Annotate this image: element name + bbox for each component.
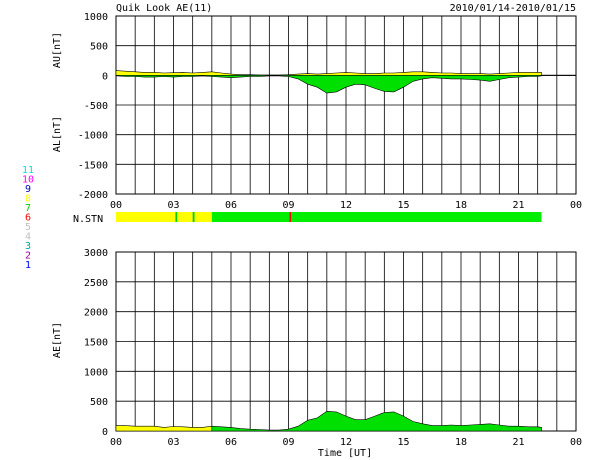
nstn-segment (194, 212, 212, 222)
au-al-y-tick-label: -2000 (78, 190, 108, 201)
nstn-segment (116, 212, 176, 222)
ae-y-tick-label: 2000 (84, 308, 108, 319)
au-al-panel: 1000 500 0 -500 -1000 -1500 -2000 00 03 06 09 12 15… (52, 12, 582, 211)
ae-y-tick-label: 500 (90, 397, 108, 408)
ae-y-tick-label: 0 (102, 427, 108, 438)
au-al-x-tick-label: 03 (167, 200, 179, 211)
station-legend-item: 9 (25, 184, 31, 195)
chart-title: Quik Look AE(11) (116, 3, 212, 14)
station-legend-item: 7 (25, 203, 31, 214)
ae-panel: 3000 2500 2000 1500 1000 500 0 00 03 06 09 12 15 18 2… (52, 248, 582, 459)
au-al-grid (115, 15, 577, 195)
date-range: 2010/01/14-2010/01/15 (450, 3, 576, 14)
nstn-label: N.STN (73, 214, 103, 225)
au-al-x-tick-label: 21 (512, 200, 524, 211)
ae-x-tick-label: 09 (282, 437, 294, 448)
nstn-segment (291, 212, 542, 222)
ae-x-tick-labels: 00 03 06 09 12 15 18 21 00 (110, 437, 582, 448)
ae-x-tick-label: 18 (455, 437, 467, 448)
nstn-segment (211, 212, 290, 222)
au-al-y-tick-label: -1000 (78, 131, 108, 142)
station-legend-item: 4 (25, 232, 31, 243)
station-legend-item: 3 (25, 241, 31, 252)
au-area (115, 70, 542, 76)
ae-grid (115, 251, 577, 432)
ae-x-tick-label: 03 (167, 437, 179, 448)
au-al-y-tick-label: 500 (90, 42, 108, 53)
ae-x-tick-label: 00 (110, 437, 122, 448)
au-al-x-tick-label: 00 (570, 200, 582, 211)
station-legend-item: 1 (25, 260, 31, 271)
nstn-segment (177, 212, 193, 222)
station-legend-item: 8 (25, 194, 31, 205)
nstn-segment (192, 212, 195, 222)
station-legend-item: 2 (25, 251, 31, 262)
au-al-x-tick-label: 09 (282, 200, 294, 211)
ae-x-tick-label: 15 (397, 437, 409, 448)
au-al-x-tick-labels: 00 03 06 09 12 15 18 21 00 (110, 200, 582, 211)
ae-y-tick-label: 3000 (84, 248, 108, 259)
ae-x-tick-label: 00 (570, 437, 582, 448)
nstn-segment (289, 212, 292, 222)
station-legend-item: 6 (25, 213, 31, 224)
nstn-bar (116, 212, 542, 222)
ae-y-tick-label: 2500 (84, 278, 108, 289)
station-legend-item: 5 (25, 222, 31, 233)
station-legend-item: 11 (22, 165, 34, 176)
ae-x-tick-label: 12 (340, 437, 352, 448)
ae-y-tick-label: 1000 (84, 367, 108, 378)
au-al-x-tick-label: 15 (397, 200, 409, 211)
au-al-y-tick-label: 1000 (84, 12, 108, 23)
au-al-y-tick-label: 0 (102, 71, 108, 82)
au-axis-label: AU[nT] (52, 32, 63, 68)
ae-area-early (115, 425, 213, 432)
au-al-x-tick-label: 06 (225, 200, 237, 211)
ae-axis-label: AE[nT] (52, 322, 63, 358)
au-al-y-tick-label: -1500 (78, 160, 108, 171)
ae-x-tick-label: 06 (225, 437, 237, 448)
au-al-x-tick-label: 12 (340, 200, 352, 211)
ae-x-tick-label: 21 (512, 437, 524, 448)
au-al-x-tick-label: 18 (455, 200, 467, 211)
station-legend-item: 10 (22, 175, 34, 186)
al-area (115, 75, 542, 94)
al-axis-label: AL[nT] (52, 116, 63, 152)
ae-area-late (211, 410, 542, 432)
nstn-segment (175, 212, 178, 222)
ae-y-tick-label: 1500 (84, 338, 108, 349)
au-al-x-tick-label: 00 (110, 200, 122, 211)
au-al-y-tick-labels: 1000 500 0 -500 -1000 -1500 -2000 (78, 12, 108, 201)
au-al-y-tick-label: -500 (84, 101, 108, 112)
ae-y-tick-labels: 3000 2500 2000 1500 1000 500 0 (84, 248, 108, 438)
x-axis-label: Time [UT] (318, 448, 372, 459)
